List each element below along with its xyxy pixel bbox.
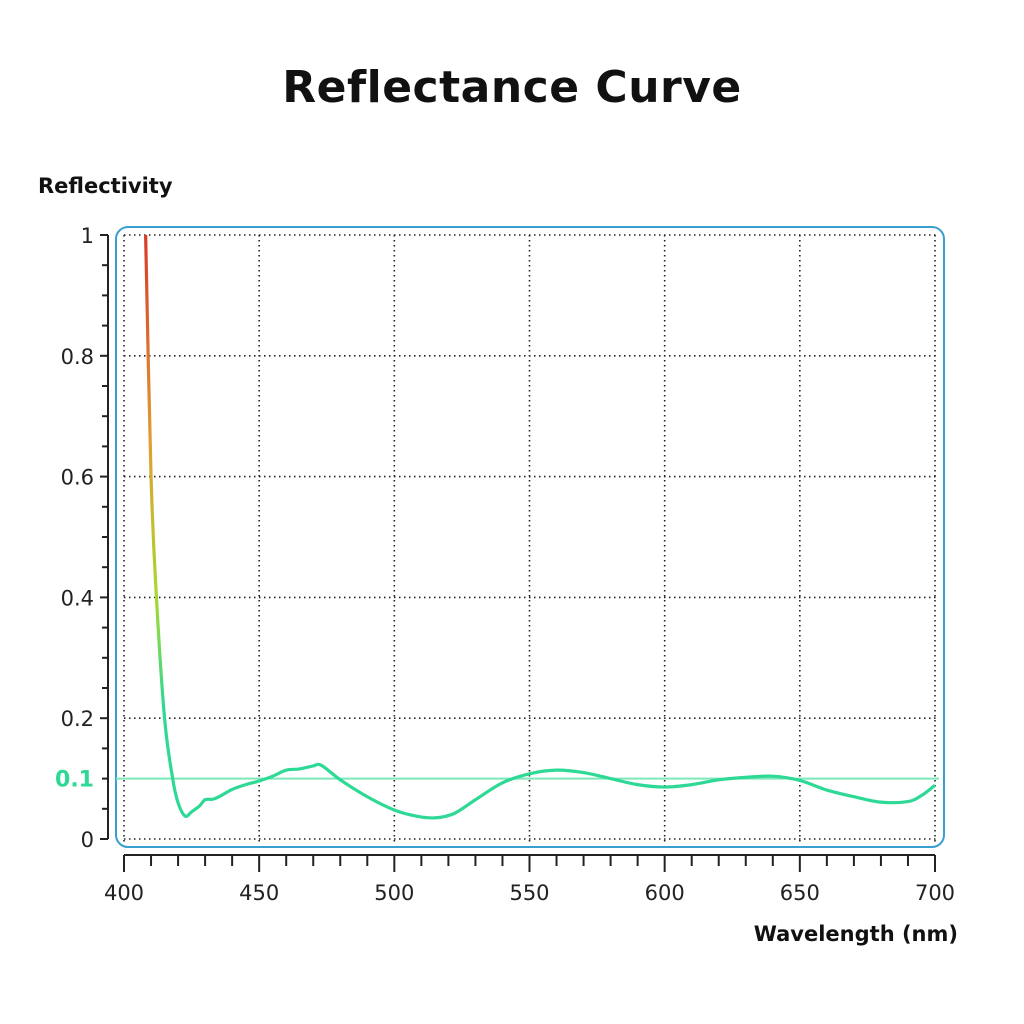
y-tick-label: 0.4	[61, 586, 94, 610]
y-axis-label: Reflectivity	[38, 174, 173, 198]
x-tick-label: 500	[374, 881, 414, 905]
y-tick-label: 0	[81, 828, 94, 852]
y-tick-label: 1	[81, 224, 94, 248]
y-tick-label: 0.2	[61, 707, 94, 731]
x-tick-label: 700	[915, 881, 955, 905]
x-tick-label: 600	[645, 881, 685, 905]
x-tick-label: 550	[509, 881, 549, 905]
x-axis-label: Wavelength (nm)	[753, 922, 958, 946]
y-tick-label: 0.8	[61, 345, 94, 369]
chart-title: Reflectance Curve	[282, 62, 742, 113]
x-tick-label: 450	[239, 881, 279, 905]
reference-line-label: 0.1	[55, 768, 94, 793]
y-tick-label: 0.6	[61, 466, 94, 490]
plot-frame	[115, 226, 945, 848]
x-tick-label: 650	[780, 881, 820, 905]
reflectance-curve	[144, 234, 936, 820]
x-tick-label: 400	[104, 881, 144, 905]
